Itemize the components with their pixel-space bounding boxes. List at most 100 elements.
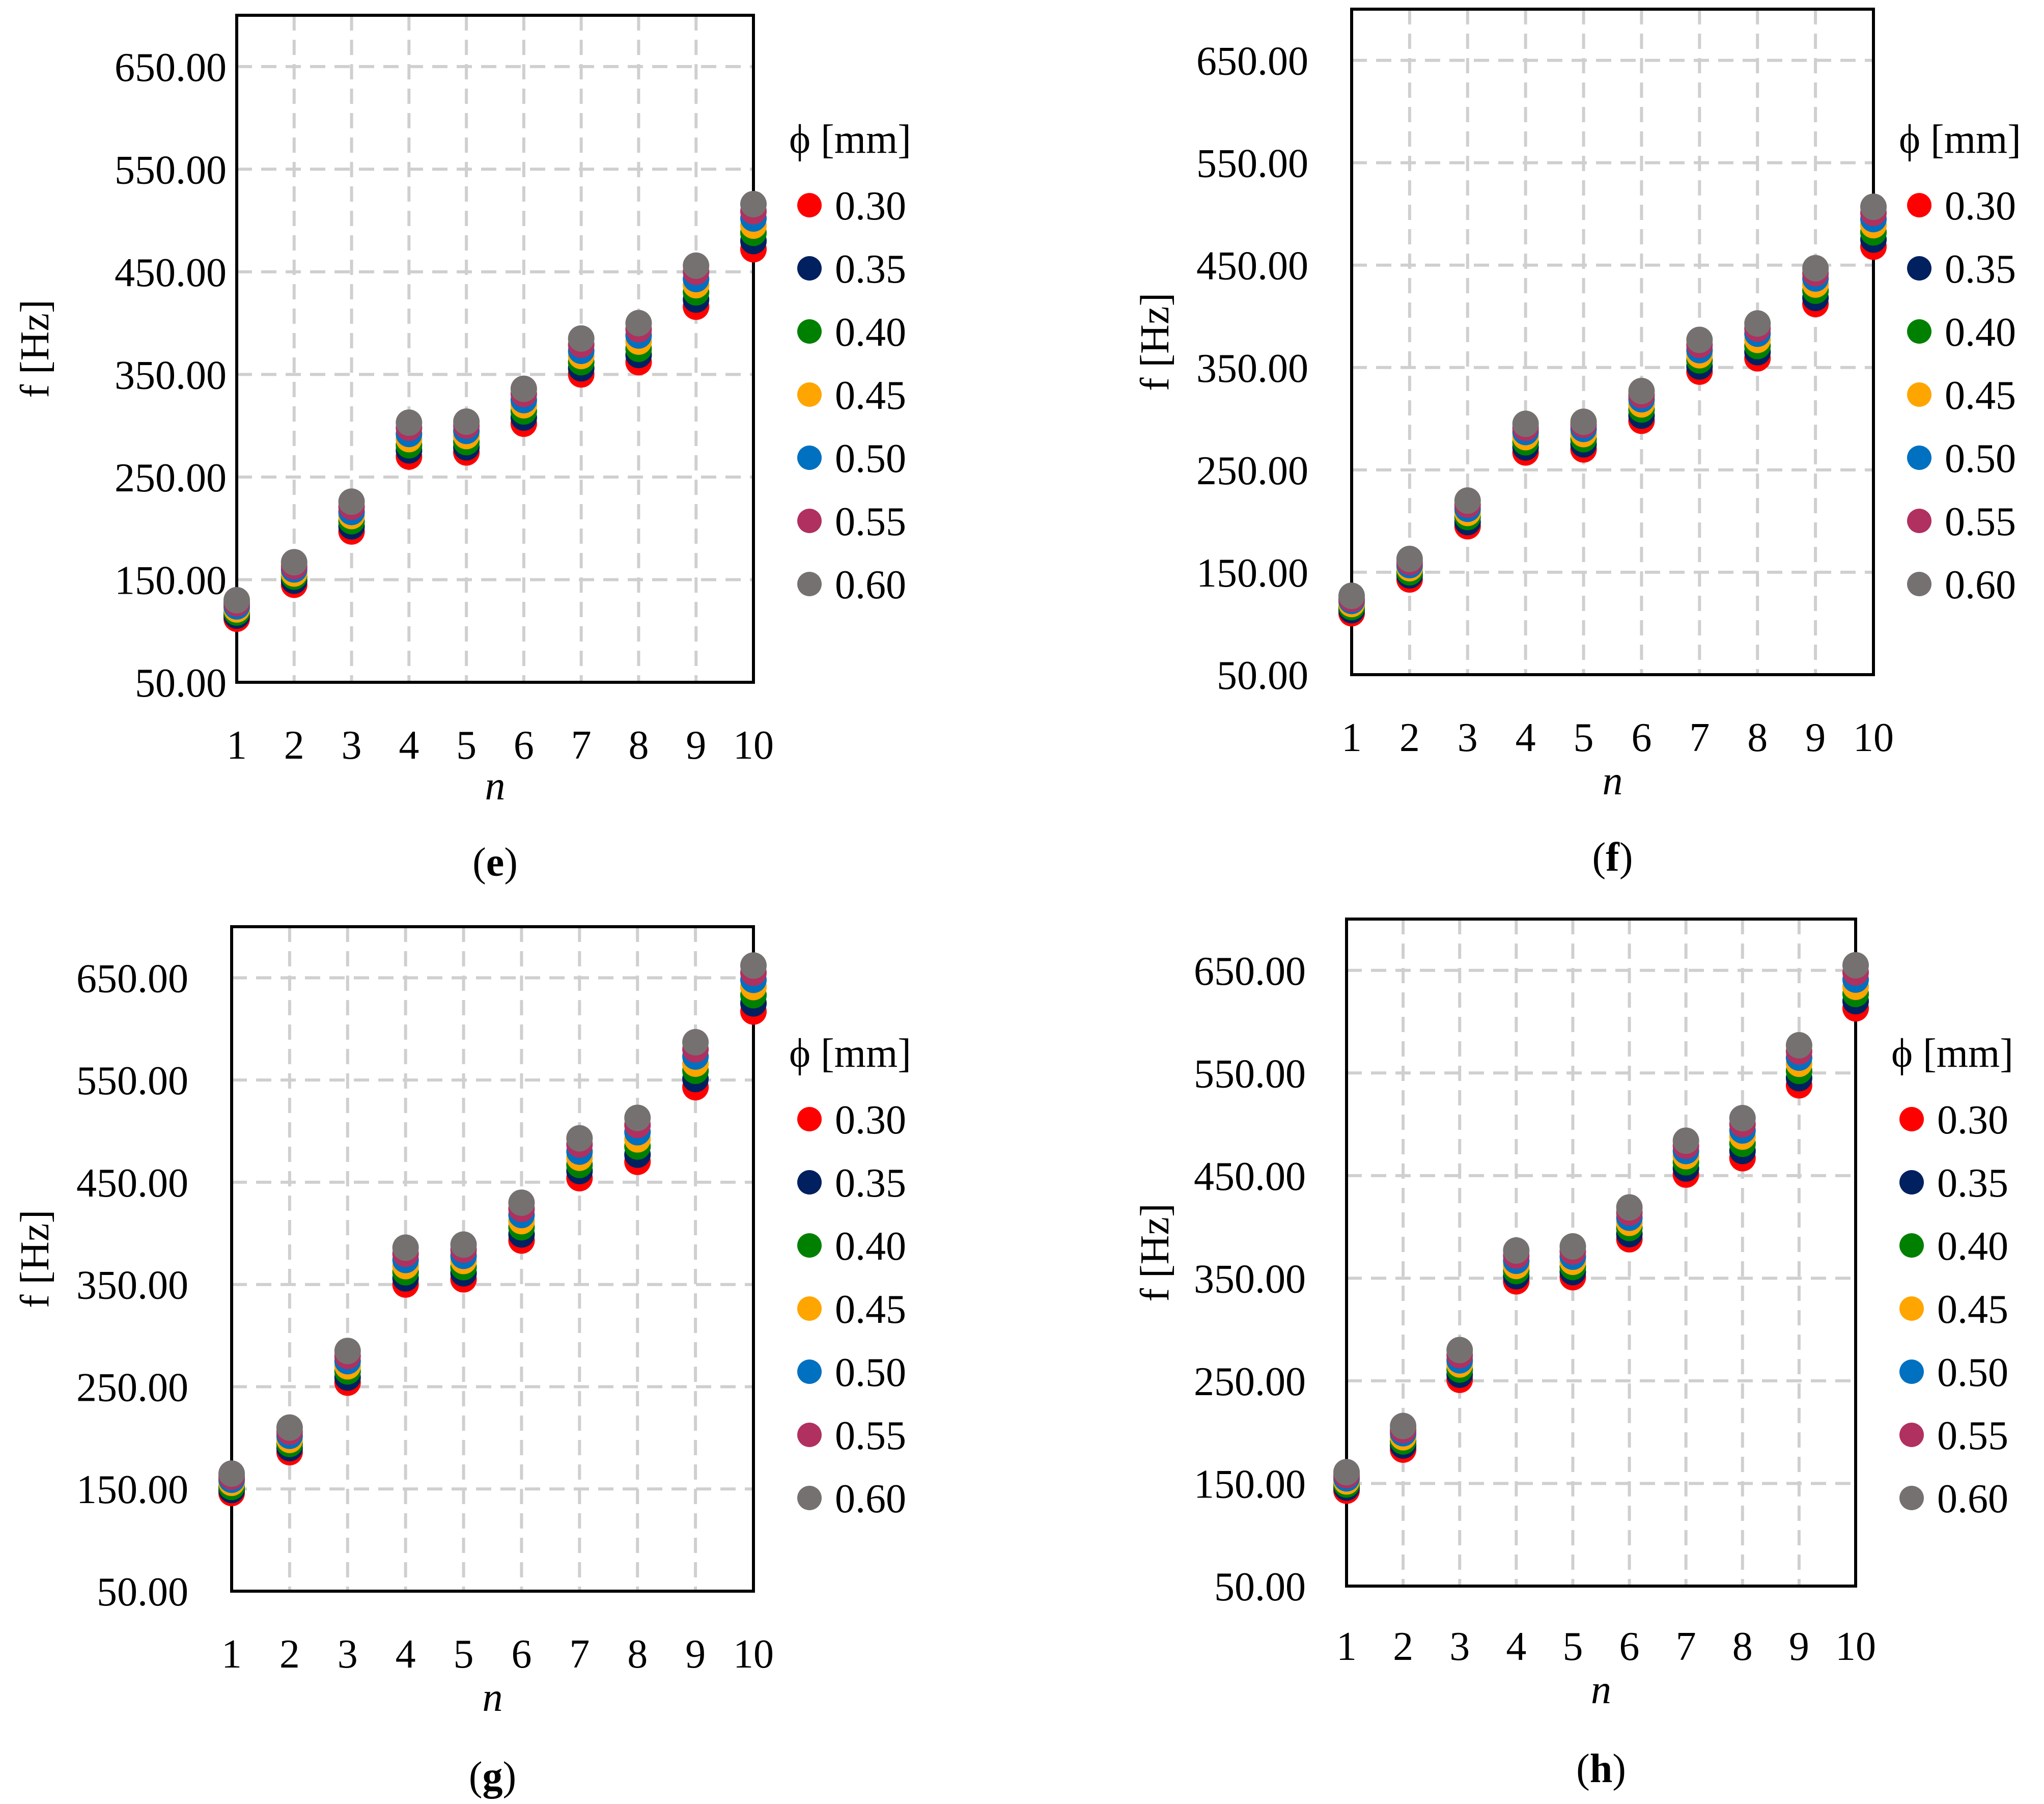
y-tick-label: 250.00	[1196, 449, 1308, 493]
x-tick-label: 7	[571, 723, 592, 768]
data-point	[683, 252, 710, 279]
y-tick-label: 50.00	[97, 1570, 188, 1615]
plot-frame	[235, 14, 755, 684]
panel-label: (h)	[1576, 1746, 1626, 1791]
data-point	[1785, 1032, 1812, 1059]
x-tick-label: 6	[511, 1632, 531, 1677]
data-point	[218, 1460, 245, 1487]
x-tick-label: 9	[1805, 715, 1826, 760]
panel-label-close: )	[1619, 835, 1633, 880]
x-tick-label: 5	[456, 723, 477, 768]
data-point	[1338, 582, 1365, 609]
x-tick-label: 7	[1689, 715, 1710, 760]
panel-label: (f)	[1592, 835, 1633, 880]
data-point	[1744, 310, 1771, 337]
legend-marker	[797, 1359, 822, 1384]
y-tick-label: 50.00	[135, 661, 227, 706]
x-tick-label: 2	[279, 1632, 300, 1677]
x-tick-label: 4	[1506, 1624, 1526, 1669]
plot-frame	[1345, 918, 1857, 1588]
x-tick-label: 4	[399, 723, 419, 768]
legend-entry: 0.35	[1945, 247, 2016, 292]
legend-entry: 0.30	[1945, 184, 2016, 229]
data-point	[1333, 1459, 1360, 1486]
legend-entry: 0.30	[1937, 1098, 2008, 1143]
x-tick-label: 3	[1458, 715, 1478, 760]
chart-panel-g: 50.00 150.00 250.00 350.00 450.00 550.00 650.0…	[13, 925, 911, 1799]
panel-label-open: (	[472, 840, 486, 885]
y-tick-label: 150.00	[115, 558, 227, 603]
chart-panel-f: 50.00 150.00 250.00 350.00 450.00 550.00 650.0…	[1133, 8, 2021, 880]
plot-frame	[230, 925, 755, 1593]
data-point	[1559, 1233, 1586, 1260]
legend-marker	[797, 1296, 822, 1321]
panel-label-close: )	[503, 1754, 517, 1799]
legend-entry: 0.30	[835, 184, 906, 229]
data-point	[1396, 545, 1423, 572]
x-tick-label: 10	[733, 723, 774, 768]
legend-entry: 0.60	[1945, 563, 2016, 607]
legend-marker	[797, 1423, 822, 1447]
y-axis-label: f [Hz]	[13, 1210, 58, 1308]
legend-title: ϕ [mm]	[789, 1031, 911, 1076]
legend-entry: 0.40	[1945, 310, 2016, 355]
data-point	[1616, 1194, 1643, 1221]
data-point	[396, 409, 423, 436]
y-tick-label: 350.00	[76, 1263, 188, 1308]
legend-entry: 0.55	[1937, 1413, 2008, 1458]
x-tick-label: 6	[1631, 715, 1651, 760]
x-tick-label: 3	[342, 723, 362, 768]
x-tick-label: 9	[1789, 1624, 1809, 1669]
x-axis-label: n	[1603, 759, 1623, 803]
x-tick-label: 1	[221, 1632, 242, 1677]
legend-marker	[797, 319, 822, 344]
y-axis-label: f [Hz]	[13, 299, 58, 398]
x-tick-label: 9	[686, 723, 706, 768]
y-tick-label: 650.00	[76, 956, 188, 1001]
panel-label-close: )	[504, 840, 518, 885]
legend-marker	[797, 446, 822, 470]
legend-marker	[1899, 1107, 1924, 1131]
legend-entry: 0.55	[1945, 499, 2016, 544]
y-tick-label: 550.00	[76, 1059, 188, 1103]
y-tick-label: 150.00	[76, 1467, 188, 1512]
legend-entry: 0.40	[1937, 1224, 2008, 1269]
legend-marker	[1907, 572, 1931, 596]
data-point	[1628, 378, 1655, 405]
y-tick-label: 450.00	[1196, 244, 1308, 289]
data-point	[1729, 1104, 1756, 1131]
data-point	[508, 1189, 535, 1216]
legend-marker	[797, 1233, 822, 1258]
x-tick-label: 9	[685, 1632, 706, 1677]
data-point	[1860, 193, 1887, 220]
data-point	[625, 310, 652, 337]
y-tick-label: 650.00	[1194, 949, 1306, 994]
chart-panel-h: 50.00 150.00 250.00 350.00 450.00 550.00 650.0…	[1133, 918, 2013, 1791]
x-tick-label: 10	[1835, 1624, 1876, 1669]
y-tick-label: 250.00	[76, 1365, 188, 1410]
data-point	[1512, 410, 1539, 437]
legend-marker	[1899, 1170, 1924, 1195]
y-tick-label: 150.00	[1194, 1462, 1306, 1507]
legend-marker	[1899, 1296, 1924, 1321]
legend-marker	[1907, 193, 1931, 217]
x-tick-label: 2	[1393, 1624, 1413, 1669]
legend-entry: 0.50	[1945, 436, 2016, 481]
data-point	[281, 549, 307, 576]
legend-entry: 0.60	[835, 1477, 906, 1521]
y-tick-label: 150.00	[1196, 551, 1308, 596]
y-tick-label: 550.00	[115, 148, 227, 192]
x-tick-label: 5	[1574, 715, 1594, 760]
y-tick-label: 350.00	[115, 353, 227, 398]
data-point	[740, 190, 767, 217]
data-point	[1390, 1412, 1417, 1439]
data-point	[1686, 326, 1713, 353]
legend-entry: 0.35	[835, 247, 906, 292]
panel-label-open: (	[1592, 835, 1606, 880]
data-point	[450, 1231, 477, 1258]
legend-marker	[1899, 1423, 1924, 1447]
legend-entry: 0.40	[835, 310, 906, 355]
y-tick-label: 250.00	[115, 456, 227, 501]
data-point	[510, 375, 537, 402]
